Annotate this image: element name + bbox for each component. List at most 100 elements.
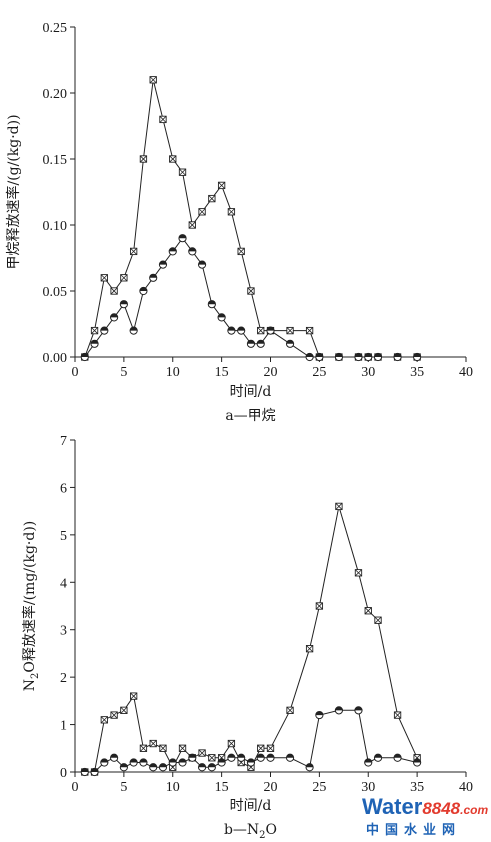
- point-marker-circle: [305, 352, 314, 362]
- x-tick-label: 35: [410, 365, 424, 380]
- y-tick-label: 0.05: [43, 285, 68, 300]
- point-marker-square: [129, 247, 138, 256]
- point-marker-square: [178, 744, 187, 752]
- point-marker-square: [159, 115, 167, 124]
- point-marker-square: [120, 706, 128, 714]
- point-marker-square: [305, 645, 314, 653]
- point-marker-square: [335, 502, 343, 511]
- point-marker-circle: [129, 758, 138, 767]
- x-tick-label: 25: [312, 365, 326, 380]
- point-marker-square: [149, 76, 157, 84]
- point-marker-square: [227, 739, 236, 748]
- point-marker-circle: [246, 339, 256, 348]
- point-marker-circle: [168, 247, 177, 256]
- point-marker-square: [257, 744, 265, 752]
- point-marker-square: [305, 326, 314, 335]
- point-marker-square: [374, 616, 382, 624]
- point-marker-circle: [315, 352, 324, 362]
- x-tick-label: 20: [264, 780, 278, 795]
- series-1: [81, 502, 421, 776]
- point-marker-circle: [305, 763, 314, 772]
- point-marker-square: [100, 716, 108, 724]
- x-tick-label: 35: [410, 780, 424, 795]
- point-marker-circle: [90, 767, 99, 777]
- x-tick-label: 20: [264, 365, 278, 380]
- point-marker-square: [110, 711, 118, 719]
- point-marker-circle: [256, 753, 265, 762]
- point-marker-circle: [413, 352, 422, 362]
- point-marker-circle: [227, 753, 236, 762]
- series-line: [84, 79, 418, 358]
- x-tick-label: 5: [120, 365, 127, 380]
- x-tick-label: 30: [361, 365, 375, 380]
- point-marker-circle: [110, 313, 119, 322]
- point-marker-circle: [217, 313, 226, 322]
- point-marker-square: [237, 247, 245, 256]
- watermark-logo: Water8848.com 中国水业网: [362, 794, 488, 838]
- chart-n2o: 0 5 10 15 20 25 30 35 40 0 1 2 3 4 5 6 7 时间/d N2O释放速率/(mg/…: [21, 434, 473, 841]
- point-marker-square: [354, 569, 363, 577]
- point-marker-circle: [158, 260, 168, 269]
- point-marker-circle: [373, 753, 383, 762]
- point-marker-circle: [110, 753, 119, 762]
- point-marker-circle: [334, 352, 344, 362]
- point-marker-circle: [246, 758, 256, 767]
- point-marker-circle: [139, 286, 148, 296]
- watermark-tagline: 中国水业网: [366, 822, 461, 838]
- point-marker-square: [129, 692, 138, 700]
- point-marker-square: [120, 274, 128, 282]
- y-tick-label: 0.20: [43, 87, 68, 102]
- point-marker-circle: [217, 758, 226, 767]
- point-marker-circle: [285, 339, 295, 348]
- point-marker-circle: [149, 273, 158, 282]
- point-marker-circle: [158, 763, 168, 772]
- point-marker-circle: [354, 706, 363, 715]
- y-tick-label: 3: [60, 624, 67, 639]
- chart-methane: 0 5 10 15 20 25 30 35 40 0.00 0.05 0.10 0.15 0.20 0.25…: [5, 21, 473, 424]
- x-axis-label: 时间/d: [230, 798, 272, 814]
- series-2: [80, 706, 422, 777]
- y-tick-label: 1: [60, 719, 67, 734]
- point-marker-circle: [188, 753, 197, 762]
- x-tick-label: 0: [72, 780, 79, 795]
- x-tick-label: 40: [459, 365, 473, 380]
- y-tick-label: 0.10: [43, 219, 68, 234]
- point-marker-square: [198, 208, 206, 216]
- point-marker-square: [227, 208, 236, 216]
- point-marker-square: [159, 744, 167, 752]
- point-marker-circle: [100, 758, 109, 767]
- x-tick-label: 10: [166, 365, 180, 380]
- point-marker-square: [208, 194, 216, 203]
- y-axis-label: N2O释放速率/(mg/(kg·d)): [21, 521, 41, 691]
- y-tick-label: 6: [60, 481, 67, 496]
- chart-caption: a—甲烷: [225, 408, 275, 424]
- point-marker-circle: [168, 758, 177, 767]
- point-marker-circle: [178, 234, 187, 243]
- point-marker-circle: [80, 352, 89, 362]
- point-marker-circle: [207, 763, 216, 772]
- point-marker-circle: [256, 339, 265, 348]
- x-tick-label: 40: [459, 780, 473, 795]
- point-marker-circle: [266, 326, 275, 335]
- point-marker-square: [286, 326, 294, 335]
- point-marker-square: [139, 155, 148, 163]
- x-tick-label: 10: [166, 780, 180, 795]
- point-marker-circle: [364, 758, 373, 767]
- point-marker-circle: [197, 763, 207, 772]
- point-marker-circle: [227, 326, 236, 335]
- series-line: [84, 237, 418, 358]
- point-marker-circle: [237, 326, 246, 335]
- point-marker-circle: [129, 326, 138, 335]
- y-tick-label: 0.00: [43, 351, 68, 366]
- y-tick-label: 0.15: [43, 153, 68, 168]
- point-marker-square: [149, 739, 157, 748]
- point-marker-circle: [285, 753, 295, 762]
- point-marker-circle: [80, 767, 89, 777]
- x-tick-label: 5: [120, 780, 127, 795]
- point-marker-circle: [139, 758, 148, 767]
- point-marker-circle: [334, 706, 344, 715]
- point-marker-square: [247, 287, 255, 295]
- point-marker-square: [393, 711, 402, 719]
- point-marker-circle: [237, 753, 246, 762]
- point-marker-circle: [315, 710, 324, 720]
